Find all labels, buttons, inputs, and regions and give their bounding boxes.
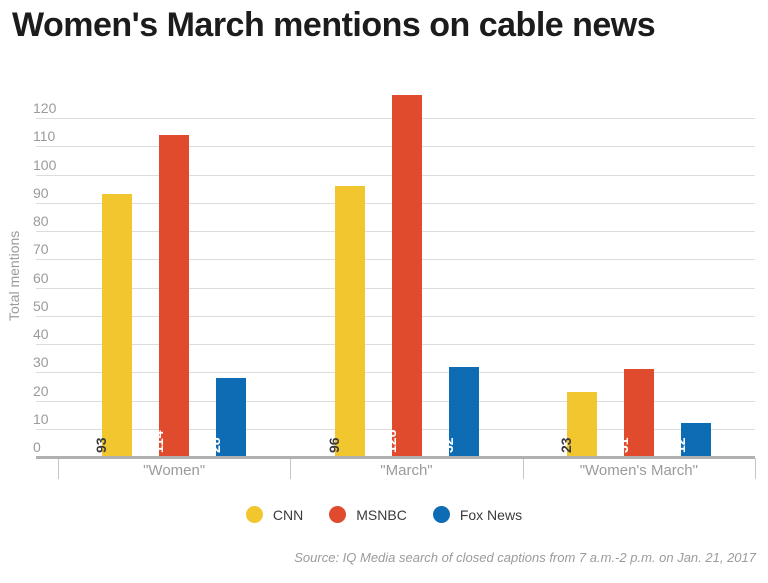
category-tick	[755, 458, 756, 479]
bar-value-label: 12	[671, 437, 688, 453]
y-tick-label: 30	[33, 354, 49, 371]
legend-item-msnbc: MSNBC	[329, 506, 407, 523]
legend: CNN MSNBC Fox News	[0, 506, 768, 523]
category-label: "Women's March"	[579, 462, 698, 479]
bar-cnn-march	[334, 185, 365, 457]
y-tick-label: 10	[33, 410, 49, 427]
legend-swatch-icon	[329, 506, 347, 523]
legend-label: MSNBC	[356, 506, 407, 523]
chart-title: Women's March mentions on cable news	[12, 6, 656, 44]
y-tick-label: 90	[33, 184, 49, 201]
bar-msnbc-women-s-march	[623, 369, 654, 457]
y-tick-label: 100	[33, 156, 57, 173]
source-note: Source: IQ Media search of closed captio…	[294, 550, 756, 565]
bar-value-label: 93	[93, 437, 110, 453]
y-tick-label: 60	[33, 269, 49, 286]
category-label: "Women"	[143, 462, 206, 479]
bar-value-label: 114	[150, 430, 167, 453]
y-tick-label: 70	[33, 241, 49, 258]
bar-value-label: 32	[439, 437, 456, 453]
category-tick	[58, 458, 59, 479]
bar-fox-news-women	[216, 377, 247, 457]
y-tick-label: 110	[33, 128, 56, 145]
bar-value-label: 28	[207, 437, 224, 453]
bar-msnbc-women	[159, 134, 190, 457]
legend-label: CNN	[272, 506, 304, 523]
bar-fox-news-women-s-march	[680, 423, 711, 457]
y-tick-label: 20	[33, 382, 49, 399]
bar-fox-news-march	[448, 366, 479, 457]
bar-cnn-women	[102, 194, 133, 457]
category-tick	[290, 458, 292, 479]
y-tick-label: 120	[33, 100, 57, 116]
bar-value-label: 96	[325, 437, 342, 453]
y-tick-label: 80	[33, 213, 49, 229]
bar-value-label: 31	[614, 437, 631, 453]
bar-value-label: 23	[557, 437, 574, 453]
bar-msnbc-march	[391, 95, 422, 457]
bar-cnn-women-s-march	[566, 392, 597, 457]
legend-item-cnn: CNN	[245, 506, 304, 523]
y-tick-label: 50	[33, 297, 49, 314]
category-tick	[522, 458, 524, 479]
category-label: "March"	[380, 462, 433, 479]
legend-label: Fox News	[459, 506, 523, 523]
legend-swatch-icon	[245, 506, 263, 523]
y-tick-label: 40	[33, 326, 49, 342]
y-tick-label: 0	[33, 439, 41, 455]
x-axis-line	[36, 456, 755, 459]
bar-value-label: 128	[382, 429, 399, 453]
legend-swatch-icon	[432, 506, 450, 523]
legend-item-fox-news: Fox News	[432, 506, 523, 523]
